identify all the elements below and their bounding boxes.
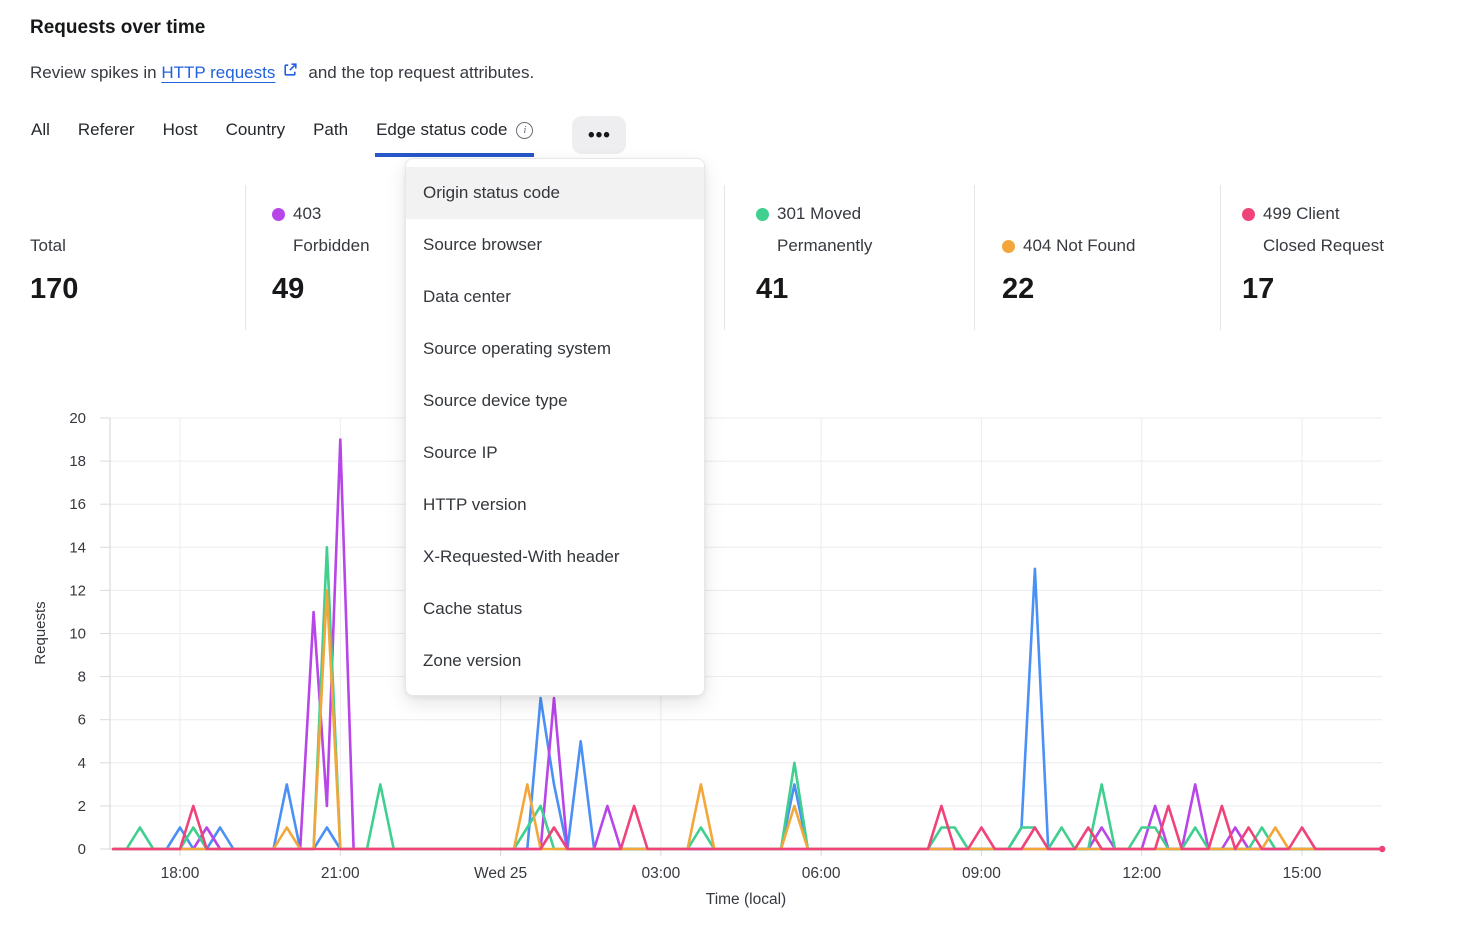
tab-edge-status-code[interactable]: Edge status code i — [375, 116, 535, 157]
tab-label: Edge status code — [376, 120, 508, 139]
dropdown-item-cache-status[interactable]: Cache status — [423, 599, 523, 618]
series-line-404-not-found — [111, 589, 1384, 851]
chart-tick-label: 03:00 — [641, 865, 680, 882]
series-line-403-forbidden — [111, 438, 1384, 851]
dropdown-item-source-browser[interactable]: Source browser — [423, 235, 543, 254]
series-line-499-client-closed-request — [111, 804, 1384, 851]
dropdown-item-origin-status-code[interactable]: Origin status code — [406, 167, 704, 219]
stat-label: 403 Forbidden — [293, 204, 370, 255]
chart-tick-label: 10 — [69, 626, 86, 643]
series-line-unlabeled-hidden-behind-menu- — [111, 567, 1384, 851]
tab-label: Path — [313, 120, 349, 139]
series-endpoint-dot — [1379, 845, 1386, 853]
stat-label-row: 301 Moved Permanently — [756, 198, 889, 262]
x-axis-title: Time (local) — [706, 891, 786, 908]
dropdown-item-source-device-type[interactable]: Source device type — [423, 391, 568, 410]
stat-value: 17 — [1242, 273, 1275, 305]
chart-tick-label: 4 — [78, 755, 86, 772]
stat-label-row: 404 Not Found — [1002, 230, 1223, 262]
series-line-301-moved-permanently — [111, 545, 1384, 851]
dropdown-item-source-operating-system[interactable]: Source operating system — [423, 339, 612, 358]
attribute-tabs: All Referer Host Country Path Edge status cod… — [30, 116, 627, 157]
y-axis-title: Requests — [32, 601, 49, 664]
chart-tick-label: 06:00 — [802, 865, 841, 882]
tab-label: Referer — [77, 120, 135, 139]
stat-divider — [974, 185, 975, 330]
chart-tick-label: 15:00 — [1283, 865, 1322, 882]
dropdown-item-x-requested-with-header[interactable]: X-Requested-With header — [423, 547, 620, 566]
stat-value: 170 — [30, 273, 79, 305]
attribute-dropdown-menu: Origin status code Source browser Data cen… — [405, 158, 705, 696]
dropdown-item-data-center[interactable]: Data center — [423, 287, 511, 306]
dropdown-item-http-version[interactable]: HTTP version — [423, 495, 527, 514]
series-color-dot — [272, 208, 285, 221]
http-requests-link[interactable]: HTTP requests — [161, 62, 276, 82]
series-color-dot — [756, 208, 769, 221]
tab-all[interactable]: All — [30, 116, 51, 157]
tab-label: Host — [162, 120, 198, 139]
series-color-dot — [1242, 208, 1255, 221]
chart-tick-label: 18 — [69, 453, 86, 470]
info-icon[interactable]: i — [516, 121, 534, 139]
stat-value: 49 — [272, 273, 305, 305]
chart-tick-label: 12:00 — [1122, 865, 1161, 882]
tab-host[interactable]: Host — [162, 116, 199, 157]
chart-tick-label: 16 — [69, 496, 86, 513]
chart-tick-label: 09:00 — [962, 865, 1001, 882]
chart-tick-label: 18:00 — [161, 865, 200, 882]
page-title: Requests over time — [30, 17, 206, 38]
tab-label: Country — [225, 120, 286, 139]
subtitle-prefix: Review spikes in — [30, 62, 157, 82]
dropdown-item-source-ip[interactable]: Source IP — [423, 443, 498, 462]
stat-value: 41 — [756, 273, 789, 305]
stat-label-row: 499 Client Closed Request — [1242, 198, 1393, 262]
chart-tick-label: 20 — [69, 410, 86, 427]
tab-path[interactable]: Path — [312, 116, 349, 157]
stat-divider — [1220, 185, 1221, 330]
stat-label: 404 Not Found — [1023, 236, 1136, 255]
chart-tick-label: 6 — [78, 712, 86, 729]
stat-label-row: 403 Forbidden — [272, 198, 370, 262]
chart-tick-label: 21:00 — [321, 865, 360, 882]
stat-label-row: Total — [30, 230, 66, 262]
stat-divider — [245, 185, 246, 330]
stat-divider — [724, 185, 725, 330]
page-subtitle: Review spikes in HTTP requests and the t… — [30, 62, 534, 83]
tab-label: All — [31, 120, 50, 139]
tab-referer[interactable]: Referer — [77, 116, 136, 157]
series-color-dot — [1002, 240, 1015, 253]
dropdown-item-zone-version[interactable]: Zone version — [423, 651, 522, 670]
external-link-icon — [282, 62, 298, 83]
chart-tick-label: 2 — [78, 798, 86, 815]
stat-label: Total — [30, 236, 66, 255]
chart-tick-label: 0 — [78, 841, 86, 858]
stat-value: 22 — [1002, 273, 1035, 305]
stat-label: 499 Client Closed Request — [1263, 204, 1384, 255]
chart-tick-label: 8 — [78, 669, 86, 686]
subtitle-suffix: and the top request attributes. — [308, 62, 535, 82]
more-attributes-button[interactable]: ••• — [572, 116, 627, 154]
stat-label: 301 Moved Permanently — [777, 204, 873, 255]
chart-tick-label: 12 — [69, 582, 86, 599]
chart-tick-label: Wed 25 — [474, 865, 527, 882]
chart-tick-label: 14 — [69, 539, 86, 556]
requests-chart: 0 2 4 6 8 10 12 14 16 18 20 18:00 21:00 Wed 25 03:00 06… — [32, 410, 1386, 908]
tab-country[interactable]: Country — [225, 116, 287, 157]
